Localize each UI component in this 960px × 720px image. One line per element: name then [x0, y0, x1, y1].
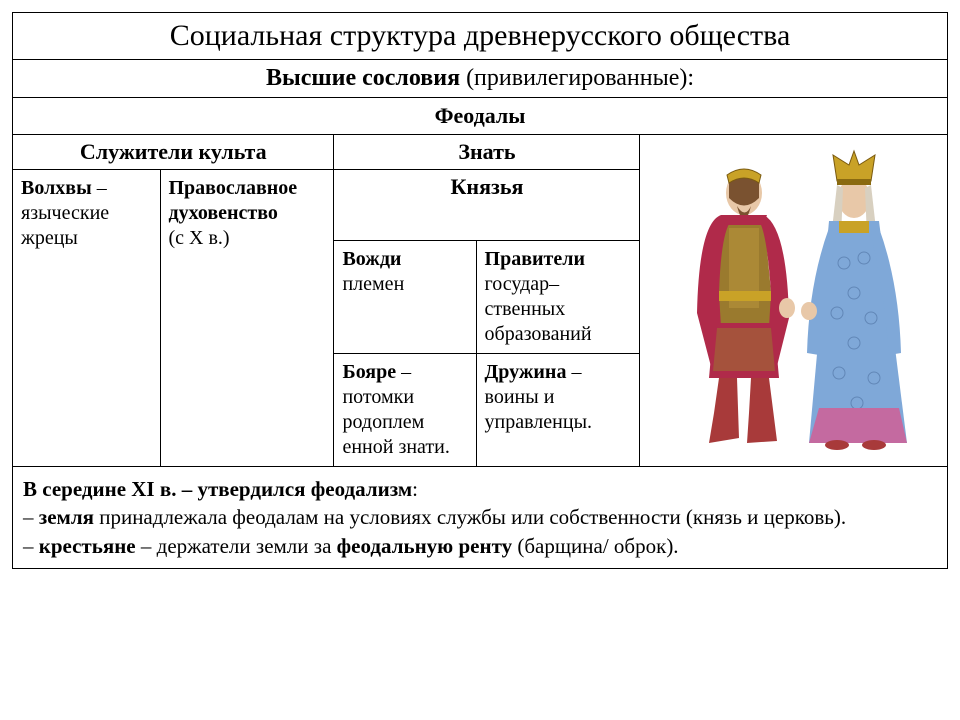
summary-line3-a: – [23, 534, 39, 558]
illustration-cell [640, 135, 948, 467]
praviteli-cell: Правители государ–ственных образований [476, 241, 640, 354]
subtitle-bold: Высшие сословия [266, 65, 460, 91]
summary-line2-b: земля [39, 505, 94, 529]
subtitle-rest: (привилегированные): [460, 65, 694, 91]
summary-line2-a: – [23, 505, 39, 529]
praviteli-def: государ–ственных образований [485, 273, 592, 345]
summary-cell: В середине XI в. – утвердился феодализм:… [13, 467, 948, 569]
orthodox-note: (с X в.) [169, 227, 230, 249]
feudals-header: Феодалы [13, 98, 948, 135]
vozhdi-def: племен [342, 273, 404, 295]
subtitle-cell: Высшие сословия (привилегированные): [13, 60, 948, 98]
orthodox-cell: Православное духовенство (с X в.) [160, 170, 334, 467]
summary-line3-e: (барщина/ оброк). [512, 534, 678, 558]
page-title: Социальная структура древнерусского обще… [170, 19, 791, 52]
title-cell: Социальная структура древнерусского обще… [13, 13, 948, 60]
druzhina-term: Дружина [485, 361, 567, 383]
druzhina-cell: Дружина – воины и управленцы. [476, 354, 640, 467]
nobles-illustration-icon [659, 143, 929, 453]
summary-line3-d: феодальную ренту [337, 534, 512, 558]
summary-line1-bold: В середине XI в. – утвердился феодализм [23, 477, 412, 501]
summary-line2-c: принадлежала феодалам на условиях службы… [94, 505, 846, 529]
vozhdi-term: Вожди [342, 248, 401, 270]
cult-header: Служители культа [13, 135, 334, 170]
nobility-header: Знать [334, 135, 640, 170]
boyare-cell: Бояре – потомки родоплем енной знати. [334, 354, 476, 467]
praviteli-term: Правители [485, 248, 585, 270]
princes-header: Князья [334, 170, 640, 241]
structure-table: Социальная структура древнерусского обще… [12, 12, 948, 569]
orthodox-term: Православное духовенство [169, 177, 298, 224]
summary-line3-b: крестьяне [39, 534, 136, 558]
vozhdi-cell: Вожди племен [334, 241, 476, 354]
summary-line1-rest: : [412, 477, 418, 501]
volkhvy-term: Волхвы [21, 177, 92, 199]
summary-line3-c: – держатели земли за [136, 534, 337, 558]
volkhvy-cell: Волхвы – языческие жрецы [13, 170, 161, 467]
boyare-term: Бояре [342, 361, 396, 383]
